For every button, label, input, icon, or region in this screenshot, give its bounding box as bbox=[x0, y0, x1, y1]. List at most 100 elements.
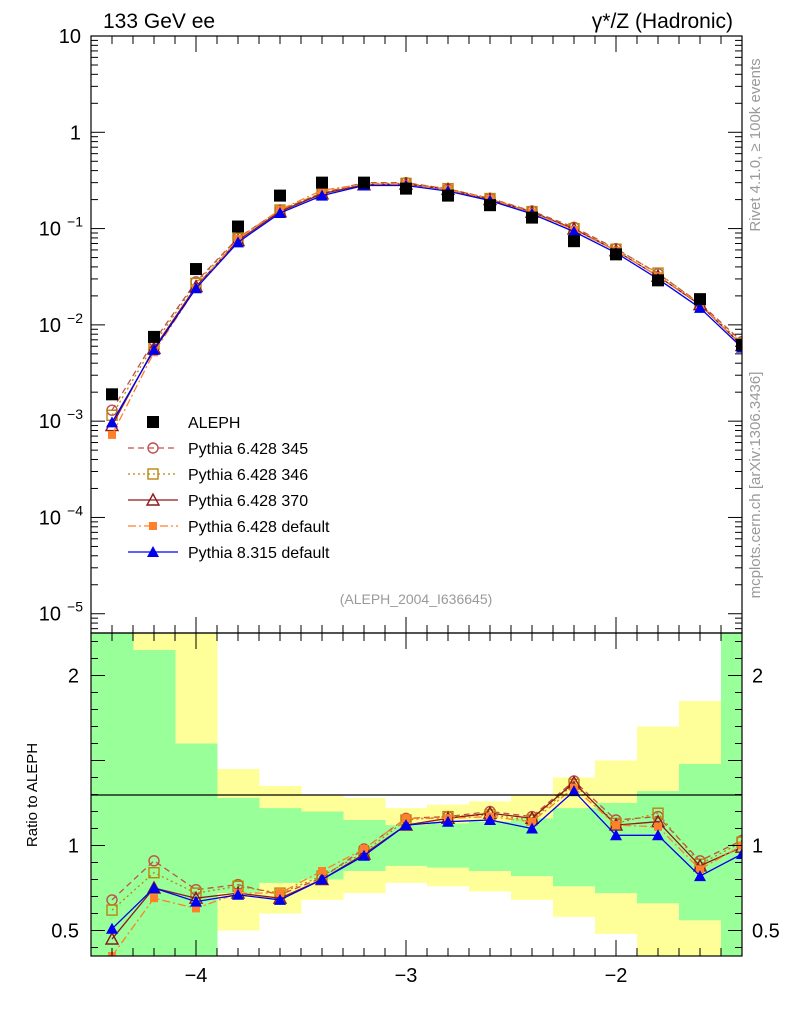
ratio-data-point bbox=[442, 815, 454, 827]
main-y-tick-label: 1 bbox=[70, 122, 81, 144]
ratio-data-point bbox=[148, 882, 160, 893]
ratio-data-point bbox=[274, 893, 286, 905]
legend-marker bbox=[147, 442, 159, 454]
ratio-data-point bbox=[696, 865, 704, 874]
main-data-point bbox=[148, 330, 160, 343]
ratio-data-point bbox=[148, 867, 160, 879]
ratio-data-point bbox=[190, 895, 202, 907]
main-data-point bbox=[316, 176, 328, 189]
left-title: 133 GeV ee bbox=[103, 10, 215, 33]
axes: 10 1 10 −1 10 −2 10 −3 10 −4 10 −5 −4 −3 −2 0.5 0.5 1 1 2 2 bbox=[39, 26, 780, 987]
ratio-data-point bbox=[654, 822, 662, 831]
ratio-data-point bbox=[192, 904, 200, 913]
ratio-data-point bbox=[778, 845, 786, 856]
band-green-bin bbox=[595, 803, 638, 894]
ratio-data-point bbox=[779, 846, 786, 856]
main-data-point bbox=[190, 263, 202, 276]
main-data-point bbox=[106, 388, 118, 401]
ratio-data-point bbox=[568, 785, 580, 797]
legend-entry: Pythia 8.315 default bbox=[128, 545, 330, 562]
x-tick-label: −4 bbox=[185, 965, 208, 987]
legend-label: Pythia 6.428 370 bbox=[188, 493, 308, 510]
legend-entry: ALEPH bbox=[147, 415, 240, 432]
ratio-data-point bbox=[316, 873, 328, 885]
ratio-y-tick-label-left: 1 bbox=[68, 836, 79, 858]
main-data-point bbox=[736, 338, 742, 351]
ratio-data-point bbox=[150, 894, 158, 903]
main-data-point bbox=[232, 220, 244, 233]
ratio-data-point bbox=[526, 822, 538, 834]
ratio-data-point bbox=[652, 807, 664, 819]
right-title: γ*/Z (Hadronic) bbox=[592, 10, 733, 33]
main-data-point bbox=[108, 430, 116, 439]
main-data-point bbox=[274, 189, 286, 202]
legend-label: Pythia 8.315 default bbox=[188, 545, 330, 562]
main-data-point bbox=[778, 391, 786, 403]
legend: ALEPH Pythia 6.428 345 Pythia 6.428 346 Pyt… bbox=[128, 415, 330, 562]
band-green-bin bbox=[217, 797, 260, 894]
ratio-data-point bbox=[612, 821, 620, 830]
main-y-tick-label: 10 bbox=[39, 604, 61, 626]
ratio-data-point bbox=[106, 904, 118, 916]
ratio-data-point bbox=[360, 844, 368, 853]
main-y-tick-exponent: −1 bbox=[67, 214, 83, 230]
ratio-data-point bbox=[402, 814, 410, 823]
main-data-point bbox=[694, 293, 706, 306]
ratio-y-tick-label-left: 0.5 bbox=[51, 921, 79, 943]
band-green-bin bbox=[637, 791, 680, 904]
legend-entry: Pythia 6.428 346 bbox=[128, 467, 308, 484]
ratio-data-point bbox=[358, 849, 370, 861]
ratio-y-tick-label-right: 2 bbox=[752, 666, 763, 688]
main-frame bbox=[90, 35, 743, 634]
main-data-point bbox=[778, 393, 786, 404]
main-data-point bbox=[358, 176, 370, 189]
band-green-bin bbox=[679, 763, 722, 921]
side-text-bottom: mcplots.cern.ch [arXiv:1306.3436] bbox=[747, 372, 764, 599]
band-green-bin bbox=[763, 633, 786, 956]
legend-marker bbox=[147, 546, 159, 557]
legend-label: ALEPH bbox=[188, 415, 240, 432]
ratio-data-point bbox=[780, 879, 786, 887]
ratio-y-tick-label-right: 0.5 bbox=[752, 921, 780, 943]
legend-label: Pythia 6.428 346 bbox=[188, 467, 308, 484]
ratio-data-point bbox=[528, 817, 536, 826]
main-data-point bbox=[274, 207, 286, 219]
main-y-tick-exponent: −3 bbox=[67, 406, 83, 422]
main-data-point bbox=[484, 199, 496, 212]
main-series-line bbox=[111, 184, 742, 423]
band-green-bin bbox=[385, 825, 428, 866]
band-green-bin bbox=[259, 808, 302, 883]
main-data-point bbox=[779, 392, 786, 402]
band-green-bin bbox=[553, 808, 596, 887]
main-data-point bbox=[106, 416, 118, 428]
ratio-data-point bbox=[736, 836, 742, 848]
main-data-point bbox=[442, 189, 454, 202]
ratio-series bbox=[104, 775, 786, 956]
band-yellow-bin bbox=[763, 633, 786, 956]
legend-marker bbox=[147, 416, 159, 428]
legend-entry: Pythia 6.428 default bbox=[128, 519, 330, 536]
ratio-data-point bbox=[484, 814, 496, 825]
ratio-data-point bbox=[694, 870, 706, 882]
main-y-tick-exponent: −2 bbox=[67, 310, 83, 326]
main-data-point bbox=[148, 343, 160, 355]
ratio-data-point bbox=[736, 848, 742, 859]
main-series bbox=[104, 176, 786, 439]
main-data-point bbox=[780, 403, 786, 411]
ratio-data-point bbox=[610, 829, 622, 841]
band-green-bin bbox=[133, 650, 176, 956]
main-series-line bbox=[111, 183, 742, 426]
main-data-point bbox=[316, 189, 328, 201]
main-y-tick-label: 10 bbox=[39, 219, 61, 241]
band-green-bin bbox=[469, 821, 512, 871]
main-y-tick-label: 10 bbox=[39, 507, 61, 529]
x-tick-label: −2 bbox=[605, 965, 628, 987]
main-y-tick-label: 10 bbox=[39, 411, 61, 433]
ratio-data-point bbox=[318, 867, 326, 875]
main-data-point bbox=[779, 392, 786, 402]
ratio-y-tick-label-right: 1 bbox=[752, 836, 763, 858]
ratio-data-point bbox=[779, 847, 786, 857]
legend-label: Pythia 6.428 345 bbox=[188, 441, 308, 458]
side-text-top: Rivet 4.1.0, ≥ 100k events bbox=[747, 58, 764, 231]
ratio-y-tick-label-left: 2 bbox=[68, 666, 79, 688]
